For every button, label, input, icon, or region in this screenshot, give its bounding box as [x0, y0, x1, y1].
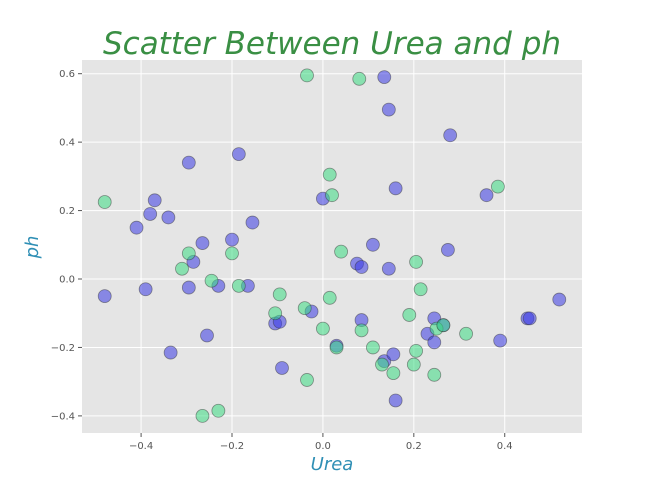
scatter-point-series-2 [375, 357, 389, 372]
plot-area [82, 60, 582, 433]
scatter-point-series-2 [491, 179, 505, 194]
scatter-point-series-2 [300, 373, 314, 387]
scatter-point-series-2 [181, 246, 196, 261]
scatter-point-series-1 [443, 128, 458, 143]
scatter-point-series-2 [316, 321, 330, 336]
scatter-point-series-2 [436, 318, 451, 333]
scatter-point-series-1 [366, 237, 380, 252]
scatter-point-series-2 [329, 340, 344, 355]
scatter-point-series-1 [493, 333, 508, 348]
data-points [97, 68, 567, 423]
scatter-point-series-2 [322, 167, 337, 182]
scatter-point-series-1 [377, 70, 392, 85]
x-axis-label: Urea [311, 454, 354, 475]
y-tick-label: 0.4 [59, 138, 75, 149]
scatter-point-series-2 [97, 195, 112, 209]
scatter-point-series-2 [409, 343, 423, 358]
scatter-point-series-2 [427, 367, 442, 382]
scatter-point-series-2 [322, 290, 337, 305]
y-tick-label: 0.0 [59, 275, 75, 286]
scatter-point-series-2 [231, 278, 246, 293]
scatter-point-series-1 [522, 311, 537, 326]
scatter-point-series-1 [441, 243, 455, 257]
scatter-point-series-1 [200, 328, 214, 343]
scatter-point-series-1 [97, 289, 112, 304]
y-tick-labels: −0.4 −0.2 0.0 0.2 0.4 0.6 [51, 69, 75, 422]
scatter-point-series-2 [409, 254, 423, 269]
scatter-point-series-2 [459, 326, 473, 341]
scatter-point-series-1 [245, 215, 260, 230]
scatter-point-series-2 [402, 308, 417, 322]
y-tick-label: −0.2 [51, 343, 75, 354]
scatter-point-series-1 [147, 193, 162, 208]
x-tick-label: −0.2 [220, 441, 244, 452]
scatter-point-series-2 [334, 244, 348, 259]
scatter-point-series-1 [231, 147, 246, 162]
scatter-point-series-2 [325, 188, 339, 203]
scatter-point-series-1 [388, 393, 403, 408]
scatter-point-series-1 [552, 292, 567, 307]
y-tick-label: −0.4 [51, 411, 75, 422]
scatter-point-series-2 [406, 357, 421, 372]
x-tick-label: 0.2 [406, 441, 422, 452]
chart-title: Scatter Between Urea and ph [103, 26, 561, 62]
scatter-point-series-1 [161, 210, 176, 225]
scatter-point-series-1 [163, 345, 178, 360]
scatter-point-series-2 [175, 261, 189, 276]
scatter-point-series-1 [225, 232, 239, 247]
scatter-point-series-2 [297, 301, 312, 315]
y-tick-label: 0.2 [59, 206, 75, 217]
scatter-point-series-2 [354, 323, 369, 338]
scatter-point-series-1 [195, 236, 210, 250]
x-tick-labels: −0.4 −0.2 0.0 0.2 0.4 [129, 441, 513, 452]
scatter-point-series-1 [381, 102, 396, 117]
scatter-point-series-1 [381, 261, 396, 276]
scatter-point-series-2 [195, 408, 210, 423]
y-axis-label: ph [22, 236, 43, 260]
scatter-point-series-1 [181, 155, 196, 170]
scatter-point-series-2 [272, 287, 287, 302]
scatter-point-series-2 [211, 403, 226, 418]
scatter-point-series-1 [129, 220, 144, 235]
scatter-point-series-1 [181, 280, 196, 295]
scatter-point-series-1 [386, 347, 401, 362]
y-tick-label: 0.6 [59, 69, 75, 80]
scatter-point-series-1 [354, 260, 369, 274]
scatter-point-series-1 [427, 335, 442, 350]
scatter-point-series-2 [386, 366, 401, 381]
scatter-point-series-2 [300, 68, 314, 83]
scatter-point-series-2 [268, 306, 283, 321]
scatter-point-series-2 [366, 340, 380, 355]
scatter-point-series-2 [204, 273, 219, 288]
x-tick-label: 0.4 [497, 441, 513, 452]
scatter-point-series-1 [143, 207, 158, 221]
scatter-point-series-1 [275, 361, 289, 375]
scatter-point-series-2 [225, 246, 239, 261]
scatter-point-series-2 [413, 282, 428, 297]
scatter-point-series-1 [138, 282, 153, 297]
x-tick-label: 0.0 [315, 441, 331, 452]
scatter-point-series-1 [479, 188, 494, 203]
scatter-point-series-1 [388, 181, 403, 196]
scatter-point-series-2 [352, 71, 367, 86]
x-tick-label: −0.4 [129, 441, 153, 452]
